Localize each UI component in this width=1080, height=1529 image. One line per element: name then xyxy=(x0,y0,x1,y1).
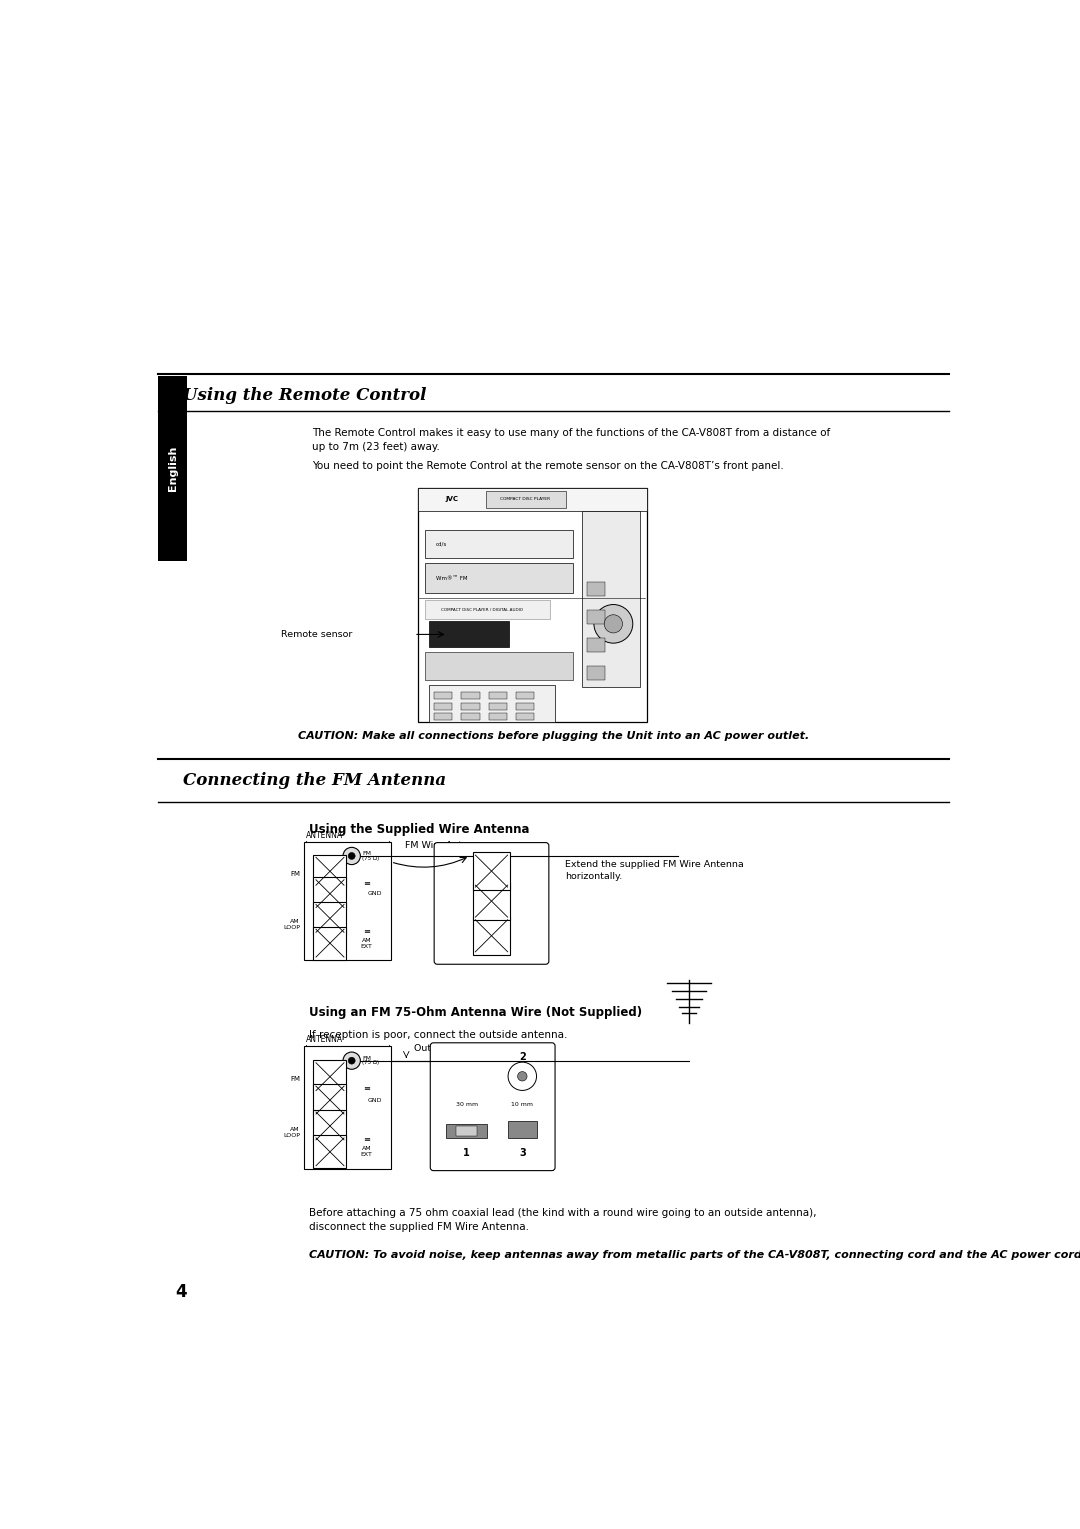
Bar xyxy=(434,713,453,720)
Text: ≡: ≡ xyxy=(363,1084,370,1093)
Bar xyxy=(313,902,347,934)
Bar xyxy=(303,842,391,960)
Text: (75 Ω): (75 Ω) xyxy=(362,1061,379,1066)
Bar xyxy=(446,1124,487,1139)
Bar xyxy=(461,713,480,720)
Circle shape xyxy=(348,853,355,859)
Bar xyxy=(313,1060,347,1093)
Bar xyxy=(430,685,555,723)
Text: ≡: ≡ xyxy=(363,927,370,936)
Bar xyxy=(424,651,573,680)
Text: FM: FM xyxy=(291,1076,300,1083)
Bar xyxy=(489,713,507,720)
FancyBboxPatch shape xyxy=(430,1043,555,1171)
Text: If reception is poor, connect the outside antenna.: If reception is poor, connect the outsid… xyxy=(309,1031,568,1040)
Text: Using the Remote Control: Using the Remote Control xyxy=(183,387,427,404)
Bar xyxy=(473,852,511,890)
Text: AM
LOOP: AM LOOP xyxy=(283,1127,300,1138)
Bar xyxy=(473,917,511,954)
Text: Outside FM antenna wire: Outside FM antenna wire xyxy=(414,1044,532,1053)
Text: FM Wire Antenna: FM Wire Antenna xyxy=(405,841,485,850)
Bar xyxy=(313,1084,347,1116)
Bar xyxy=(313,878,347,910)
Text: AM
LOOP: AM LOOP xyxy=(283,919,300,930)
Text: ≡: ≡ xyxy=(363,1135,370,1144)
Circle shape xyxy=(604,615,622,633)
Bar xyxy=(489,693,507,699)
Text: GND: GND xyxy=(368,1098,382,1102)
Text: You need to point the Remote Control at the remote sensor on the CA-V808T’s fron: You need to point the Remote Control at … xyxy=(312,460,783,471)
Text: 1: 1 xyxy=(463,1148,470,1157)
Circle shape xyxy=(517,1072,527,1081)
Text: The Remote Control makes it easy to use many of the functions of the CA-V808T fr: The Remote Control makes it easy to use … xyxy=(312,428,829,453)
Text: 2: 2 xyxy=(518,1052,526,1063)
Text: cd/s: cd/s xyxy=(436,541,447,546)
Text: FM: FM xyxy=(362,1057,372,1061)
Bar xyxy=(430,621,510,647)
Bar xyxy=(473,882,511,920)
Bar xyxy=(588,667,606,680)
Text: Before attaching a 75 ohm coaxial lead (the kind with a round wire going to an o: Before attaching a 75 ohm coaxial lead (… xyxy=(309,1208,816,1231)
Text: GND: GND xyxy=(368,891,382,896)
Text: Using an FM 75-Ohm Antenna Wire (Not Supplied): Using an FM 75-Ohm Antenna Wire (Not Sup… xyxy=(309,1006,643,1018)
Bar xyxy=(582,511,639,687)
Text: CAUTION: To avoid noise, keep antennas away from metallic parts of the CA-V808T,: CAUTION: To avoid noise, keep antennas a… xyxy=(309,1249,1080,1260)
Circle shape xyxy=(348,1057,355,1064)
Text: 30 mm: 30 mm xyxy=(456,1102,477,1107)
Text: CAUTION: Make all connections before plugging the Unit into an AC power outlet.: CAUTION: Make all connections before plu… xyxy=(298,731,809,742)
Bar xyxy=(486,491,567,508)
Text: (75 Ω): (75 Ω) xyxy=(362,856,379,861)
Bar xyxy=(516,713,535,720)
Bar xyxy=(418,488,647,723)
Bar xyxy=(418,488,647,511)
Bar xyxy=(588,610,606,624)
Text: ANTENNA: ANTENNA xyxy=(306,1035,342,1044)
Bar xyxy=(516,693,535,699)
Bar xyxy=(313,927,347,960)
Text: Wm®™ FM: Wm®™ FM xyxy=(436,575,468,581)
Bar xyxy=(313,855,347,888)
Text: 4: 4 xyxy=(176,1283,187,1301)
Text: AM
EXT: AM EXT xyxy=(361,937,373,948)
Bar xyxy=(508,1121,537,1139)
Text: JVC: JVC xyxy=(446,497,459,503)
FancyBboxPatch shape xyxy=(434,842,549,965)
Bar xyxy=(461,702,480,709)
Bar xyxy=(424,563,573,593)
Circle shape xyxy=(343,1052,361,1069)
Bar xyxy=(424,531,573,558)
Bar xyxy=(424,601,551,619)
Bar xyxy=(434,702,453,709)
Circle shape xyxy=(343,847,361,864)
Bar xyxy=(588,581,606,596)
Bar xyxy=(313,1110,347,1142)
Text: FM: FM xyxy=(362,852,372,856)
Circle shape xyxy=(594,604,633,644)
Text: AM
EXT: AM EXT xyxy=(361,1147,373,1157)
Text: Using the Supplied Wire Antenna: Using the Supplied Wire Antenna xyxy=(309,823,530,836)
Bar xyxy=(588,638,606,651)
Text: Remote sensor: Remote sensor xyxy=(281,630,352,639)
Text: 10 mm: 10 mm xyxy=(511,1102,534,1107)
Bar xyxy=(461,693,480,699)
Bar xyxy=(516,702,535,709)
Text: COMPACT DISC PLAYER / DIGITAL AUDIO: COMPACT DISC PLAYER / DIGITAL AUDIO xyxy=(441,607,523,612)
Text: 3: 3 xyxy=(518,1148,526,1157)
Text: English: English xyxy=(167,445,177,491)
Bar xyxy=(456,1127,477,1136)
Bar xyxy=(303,1046,391,1170)
Text: COMPACT DISC PLAYER: COMPACT DISC PLAYER xyxy=(500,497,551,502)
Text: ANTENNA: ANTENNA xyxy=(306,830,342,839)
Text: Connecting the FM Antenna: Connecting the FM Antenna xyxy=(183,772,446,789)
Bar xyxy=(159,376,187,561)
Text: Extend the supplied FM Wire Antenna
horizontally.: Extend the supplied FM Wire Antenna hori… xyxy=(565,859,744,881)
Text: ≡: ≡ xyxy=(363,879,370,887)
Text: FM: FM xyxy=(291,870,300,876)
Bar xyxy=(489,702,507,709)
Bar xyxy=(434,693,453,699)
Circle shape xyxy=(508,1063,537,1090)
Bar xyxy=(313,1136,347,1168)
